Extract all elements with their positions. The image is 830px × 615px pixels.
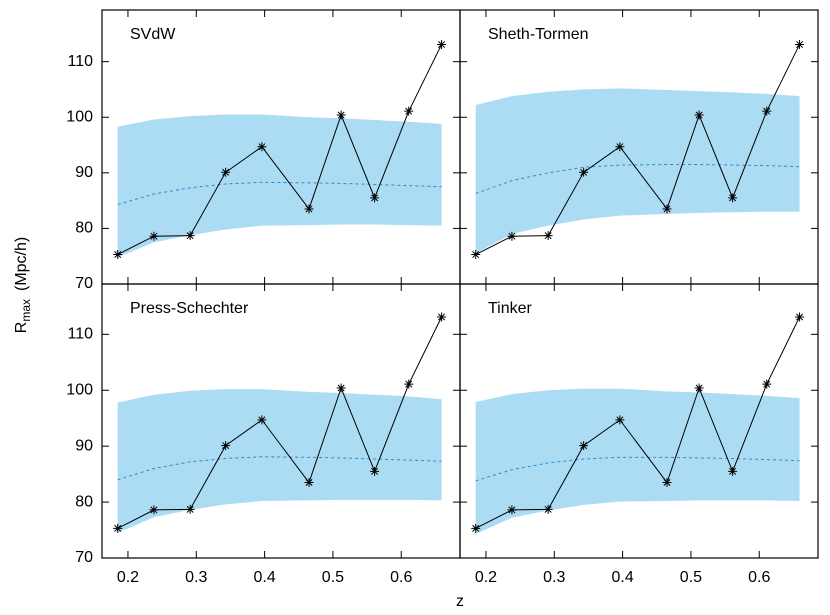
dashed-line <box>475 164 800 194</box>
x-tick-label: 0.5 <box>322 569 344 586</box>
star-marker <box>370 466 380 476</box>
star-marker <box>437 39 447 49</box>
star-marker <box>304 478 314 488</box>
star-marker <box>304 204 314 214</box>
star-marker <box>662 478 672 488</box>
x-tick-label: 0.3 <box>185 569 207 586</box>
panel-title: Press-Schechter <box>130 300 249 317</box>
star-marker <box>507 505 517 515</box>
x-axis-label: z <box>456 593 464 610</box>
star-marker <box>471 250 481 260</box>
dashed-line <box>475 456 800 482</box>
star-marker <box>795 39 805 49</box>
x-tick-label: 0.2 <box>475 569 497 586</box>
star-marker <box>694 110 704 120</box>
y-tick-label: 80 <box>75 220 93 237</box>
dashed-line <box>117 181 442 206</box>
line <box>117 316 443 529</box>
y-tick-label: 110 <box>67 53 93 70</box>
line <box>475 316 801 529</box>
star-marker <box>615 415 625 425</box>
star-marker <box>543 231 553 241</box>
star-marker <box>370 193 380 203</box>
line <box>475 44 801 255</box>
star-marker <box>257 415 267 425</box>
x-tick-label: 0.6 <box>748 569 770 586</box>
star-marker <box>185 504 195 514</box>
y-tick-label: 90 <box>75 164 93 181</box>
star-marker <box>149 505 159 515</box>
star-marker <box>728 466 738 476</box>
y-label-sub: max <box>19 299 33 322</box>
star-marker <box>113 523 123 533</box>
star-marker <box>579 167 589 177</box>
x-tick-label: 0.4 <box>611 569 633 586</box>
y-tick-label: 70 <box>75 549 93 566</box>
panel-frame <box>459 283 819 559</box>
y-axis-label: Rmax (Mpc/h) <box>13 237 33 333</box>
line <box>117 44 443 255</box>
y-label-unit: (Mpc/h) <box>13 237 30 291</box>
star-marker <box>221 167 231 177</box>
star-marker <box>795 312 805 322</box>
y-tick-label: 70 <box>75 275 93 292</box>
band <box>475 388 800 534</box>
star-marker <box>762 106 772 116</box>
y-tick-label: 100 <box>66 108 93 125</box>
star-marker <box>694 383 704 393</box>
star-marker <box>185 231 195 241</box>
panel-title: Tinker <box>488 300 533 317</box>
star-marker <box>336 110 346 120</box>
star-marker <box>543 504 553 514</box>
star-marker <box>221 441 231 451</box>
star-marker <box>113 250 123 260</box>
star-marker <box>579 441 589 451</box>
panel-title: Sheth-Tormen <box>488 26 589 43</box>
x-tick-label: 0.3 <box>543 569 565 586</box>
band <box>117 114 442 258</box>
star-marker <box>615 142 625 152</box>
y-label-main: R <box>13 322 30 334</box>
star-marker <box>404 379 414 389</box>
star-marker <box>336 383 346 393</box>
star-marker <box>404 106 414 116</box>
star-marker <box>437 312 447 322</box>
panel-title: SVdW <box>130 26 176 43</box>
x-tick-label: 0.4 <box>253 569 275 586</box>
dashed-line <box>117 456 442 481</box>
x-tick-label: 0.2 <box>117 569 139 586</box>
star-marker <box>728 193 738 203</box>
y-tick-label: 110 <box>67 326 93 343</box>
x-tick-label: 0.6 <box>390 569 412 586</box>
star-marker <box>471 523 481 533</box>
star-marker <box>257 142 267 152</box>
band <box>117 389 442 533</box>
star-marker <box>662 204 672 214</box>
x-tick-label: 0.5 <box>680 569 702 586</box>
star-marker <box>762 379 772 389</box>
star-marker <box>507 231 517 241</box>
y-tick-label: 80 <box>75 493 93 510</box>
y-tick-label: 100 <box>66 381 93 398</box>
star-marker <box>149 231 159 241</box>
y-tick-label: 90 <box>75 437 93 454</box>
